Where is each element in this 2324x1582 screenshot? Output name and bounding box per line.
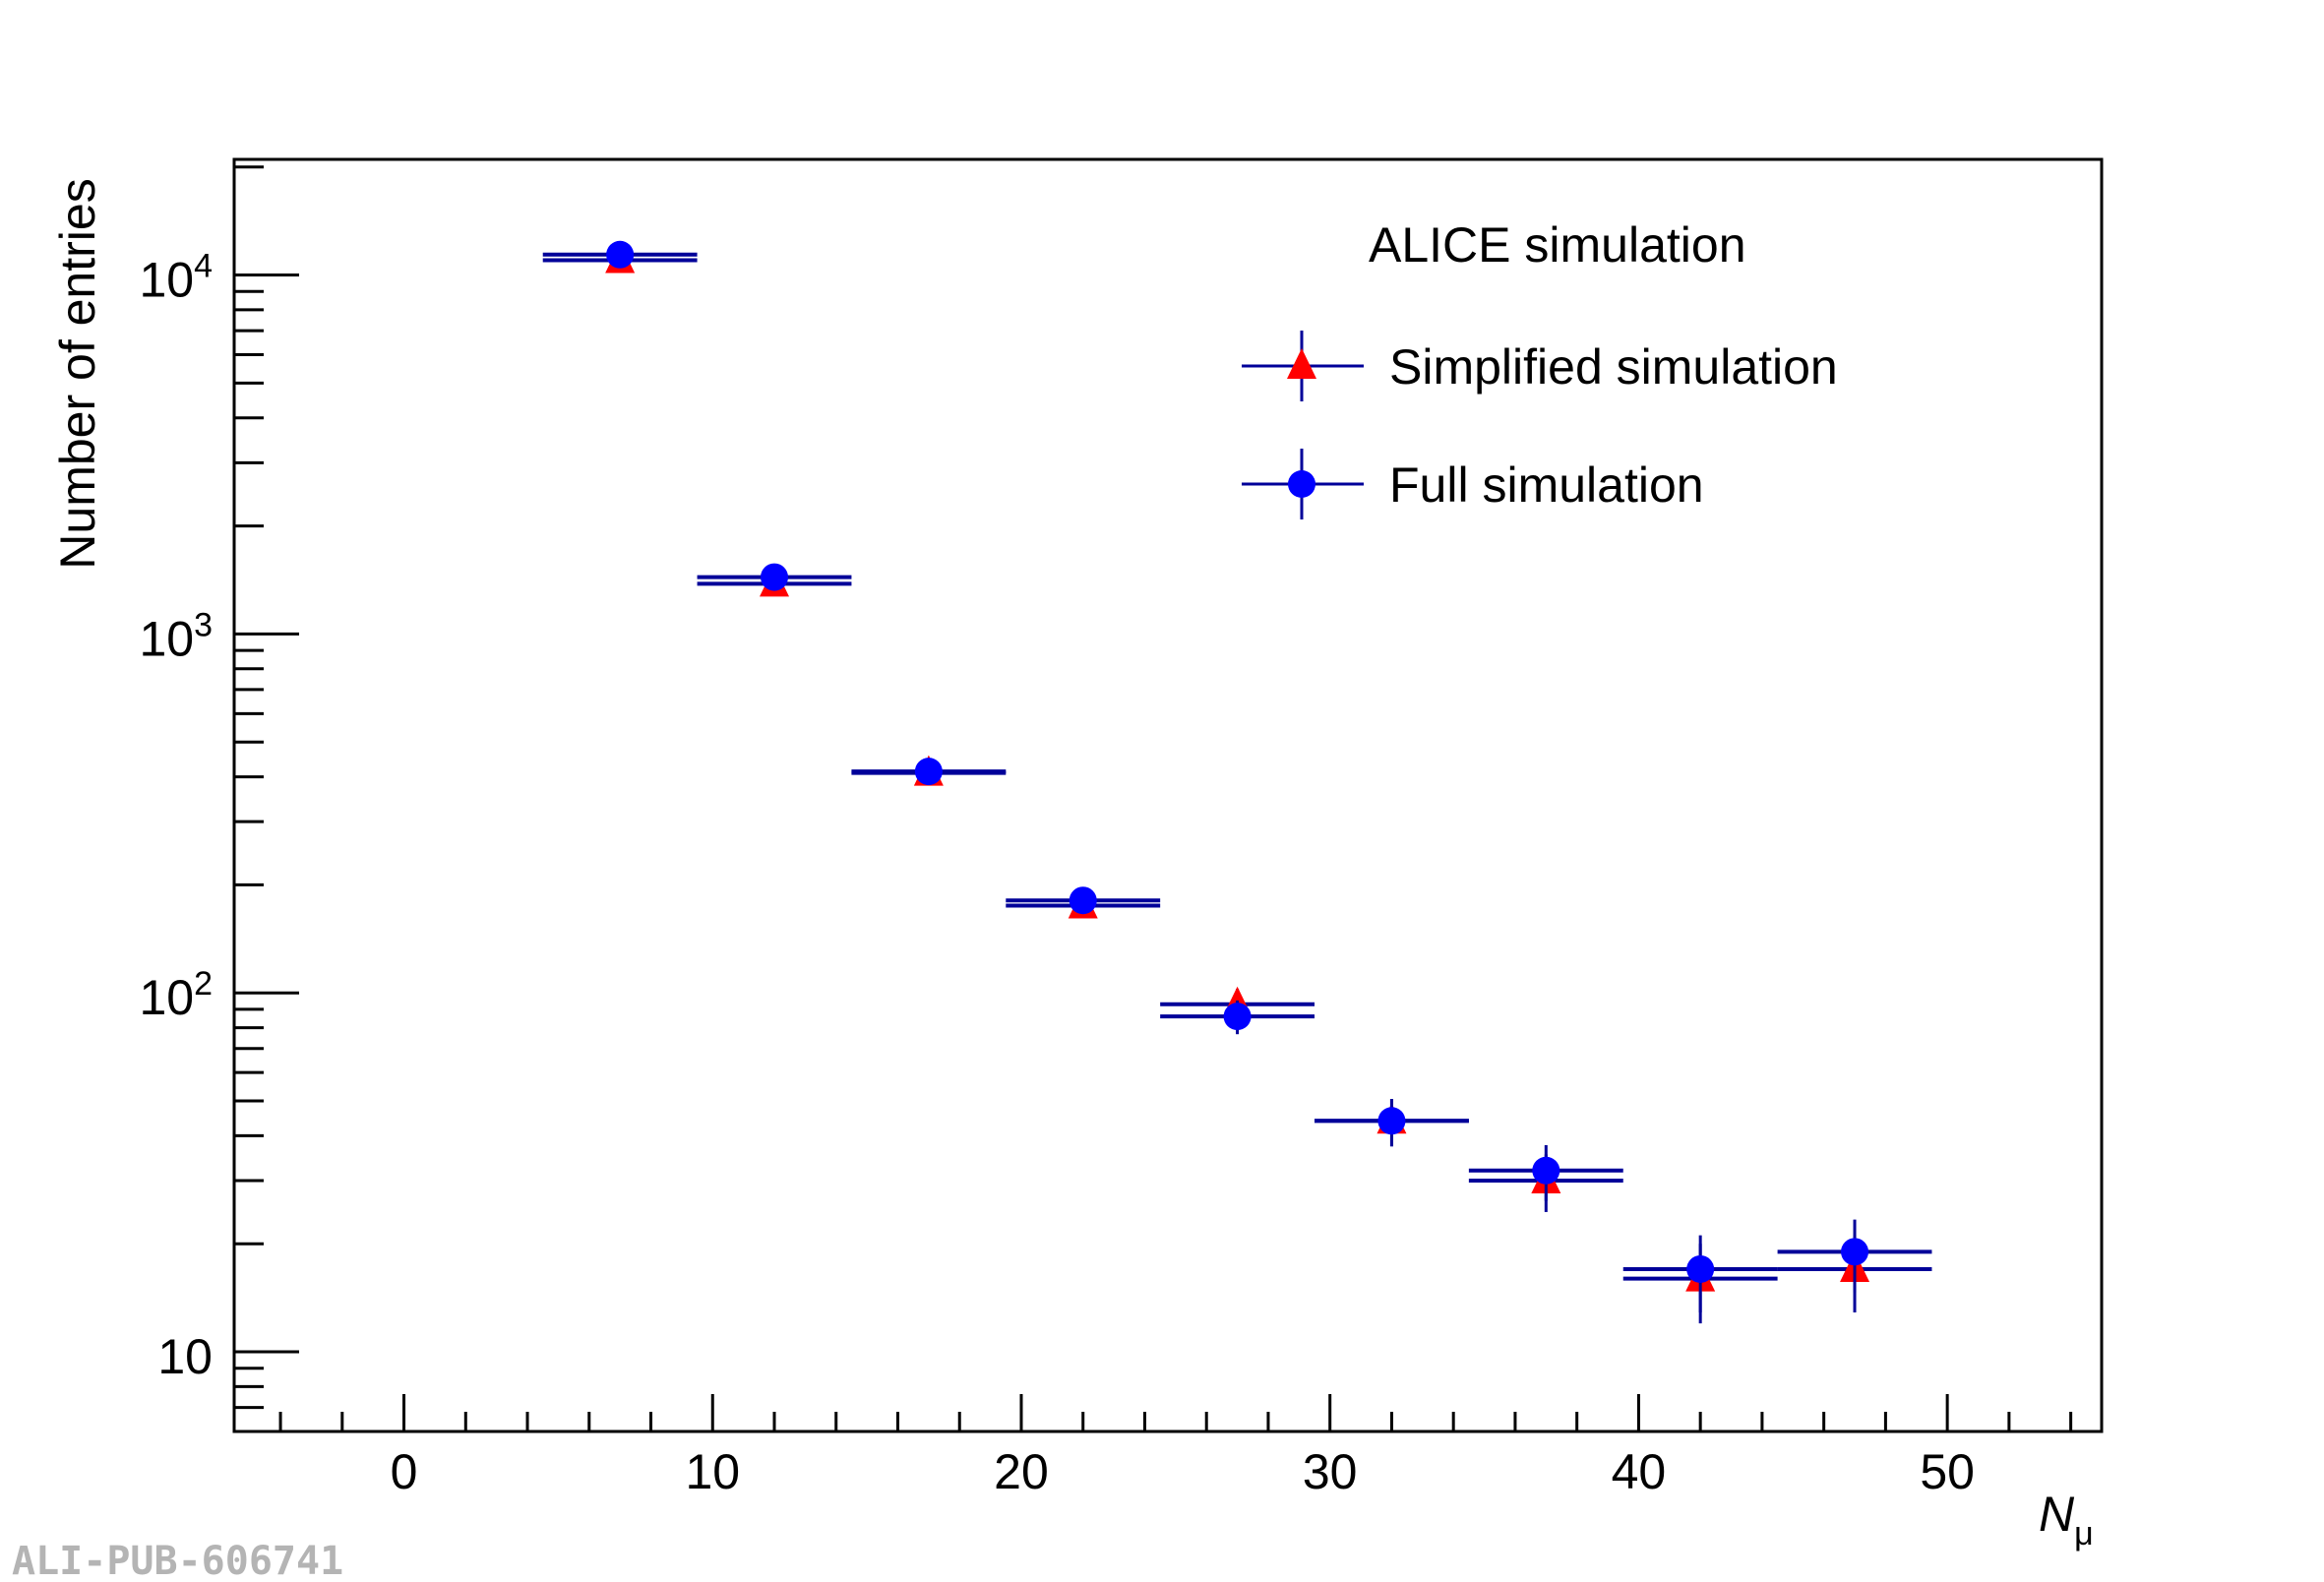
x-axis-label: Nμ: [2039, 1487, 2094, 1552]
y-tick-exponent: 4: [194, 248, 213, 285]
y-tick-exponent: 2: [194, 965, 213, 1003]
series-simplified: [542, 242, 1932, 1324]
plot-frame: [232, 157, 2104, 1433]
x-axis-label-sub: μ: [2074, 1515, 2094, 1552]
legend-circle-marker: [1288, 470, 1315, 498]
circle-marker: [1377, 1107, 1406, 1135]
y-tick-label: 104: [139, 248, 213, 308]
circle-marker: [1532, 1156, 1560, 1185]
y-axis-label: Number of entries: [50, 178, 105, 569]
circle-marker: [606, 240, 635, 269]
legend-label: Simplified simulation: [1389, 339, 1838, 395]
x-tick-label: 40: [1612, 1444, 1667, 1499]
circle-marker: [1223, 1003, 1252, 1031]
x-tick-label: 30: [1303, 1444, 1358, 1499]
circle-marker: [1686, 1254, 1715, 1283]
watermark: ALI-PUB-606741: [12, 1539, 343, 1582]
y-tick-base: 10: [139, 970, 194, 1025]
x-tick-label: 10: [685, 1444, 740, 1499]
series-full: [542, 240, 1932, 1312]
y-tick-base: 10: [139, 611, 194, 666]
circle-marker: [1841, 1238, 1869, 1266]
x-tick-label: 50: [1920, 1444, 1975, 1499]
circle-marker: [761, 563, 789, 591]
legend-header: ALICE simulation: [1369, 217, 1746, 273]
x-axis-label-main: N: [2039, 1487, 2075, 1542]
y-tick-exponent: 3: [194, 606, 213, 643]
y-tick-label: 103: [139, 606, 213, 666]
x-tick-label: 20: [994, 1444, 1049, 1499]
circle-marker: [1069, 886, 1097, 915]
x-tick-label: 0: [391, 1444, 418, 1499]
y-tick-base: 10: [139, 253, 194, 308]
y-tick-label: 10: [157, 1329, 213, 1384]
circle-marker: [914, 758, 943, 786]
legend-label: Full simulation: [1389, 457, 1704, 513]
legend-triangle-marker: [1287, 348, 1316, 379]
y-tick-base: 10: [157, 1329, 213, 1384]
y-tick-label: 102: [139, 965, 213, 1025]
